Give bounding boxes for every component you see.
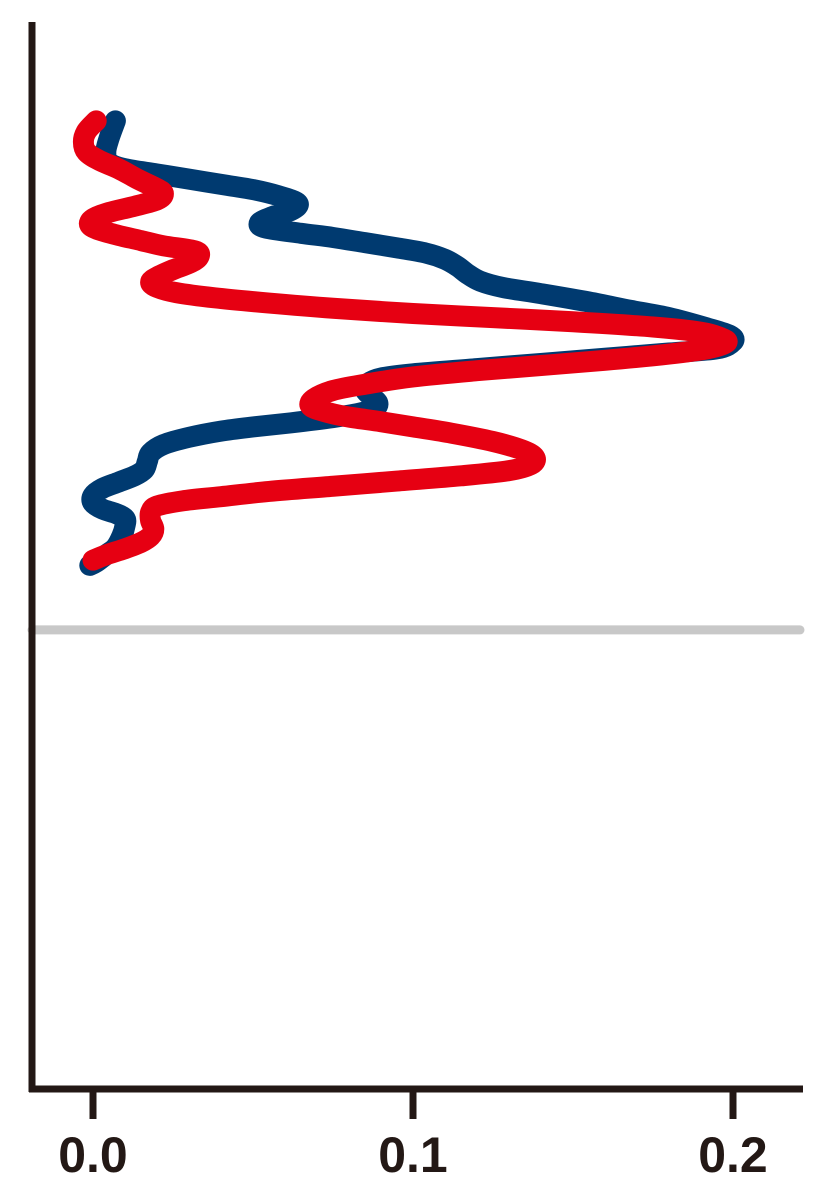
plot-area [27, 110, 805, 635]
x-tick-label: 0.2 [698, 1127, 768, 1183]
series-line-2 [72, 110, 738, 571]
x-tick-label: 0.0 [58, 1127, 128, 1183]
x-tick-label: 0.1 [378, 1127, 448, 1183]
x-axis-ticks: 0.0 0.1 0.2 [58, 1089, 768, 1183]
